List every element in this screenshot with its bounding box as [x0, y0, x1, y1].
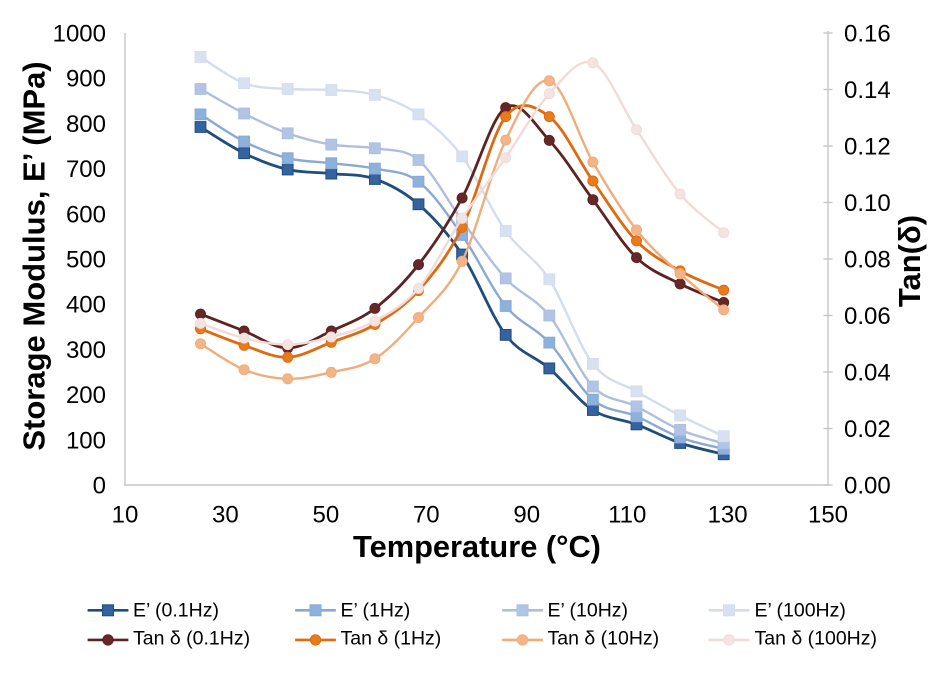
svg-text:0.02: 0.02: [844, 416, 891, 443]
svg-text:Tan δ (10Hz): Tan δ (10Hz): [548, 628, 660, 650]
svg-text:E’ (10Hz): E’ (10Hz): [548, 599, 629, 621]
svg-text:110: 110: [608, 501, 646, 528]
svg-text:0.16: 0.16: [844, 21, 891, 48]
svg-text:600: 600: [66, 201, 106, 228]
svg-text:0.04: 0.04: [844, 360, 891, 387]
svg-text:E’ (100Hz): E’ (100Hz): [755, 599, 846, 621]
svg-text:Temperature (°C): Temperature (°C): [353, 529, 601, 564]
svg-text:50: 50: [313, 501, 340, 528]
svg-text:800: 800: [66, 111, 106, 138]
svg-text:0.08: 0.08: [844, 247, 891, 274]
svg-text:200: 200: [66, 382, 106, 409]
svg-text:900: 900: [66, 66, 106, 93]
svg-text:100: 100: [66, 427, 106, 454]
svg-text:0.10: 0.10: [844, 190, 891, 217]
svg-text:0.00: 0.00: [844, 473, 891, 500]
svg-text:Tan δ (1Hz): Tan δ (1Hz): [341, 628, 442, 650]
svg-text:300: 300: [66, 337, 106, 364]
svg-text:10: 10: [112, 501, 139, 528]
svg-text:500: 500: [66, 247, 106, 274]
svg-text:E’ (1Hz): E’ (1Hz): [341, 599, 411, 621]
svg-text:0.14: 0.14: [844, 77, 891, 104]
svg-text:0.06: 0.06: [844, 303, 891, 330]
svg-text:0.12: 0.12: [844, 134, 891, 161]
svg-text:Tan δ (0.1Hz): Tan δ (0.1Hz): [133, 628, 250, 650]
svg-text:400: 400: [66, 292, 106, 319]
svg-text:E’ (0.1Hz): E’ (0.1Hz): [133, 599, 219, 621]
svg-text:0: 0: [93, 473, 106, 500]
svg-text:700: 700: [66, 156, 106, 183]
svg-text:70: 70: [413, 501, 440, 528]
svg-text:130: 130: [708, 501, 748, 528]
svg-text:150: 150: [808, 501, 848, 528]
svg-text:30: 30: [212, 501, 239, 528]
svg-text:1000: 1000: [53, 21, 106, 48]
svg-text:Tan(δ): Tan(δ): [892, 215, 927, 307]
svg-text:Tan δ (100Hz): Tan δ (100Hz): [755, 628, 877, 650]
svg-text:Storage Modulus, E’ (MPa): Storage Modulus, E’ (MPa): [17, 61, 52, 450]
svg-text:90: 90: [513, 501, 540, 528]
